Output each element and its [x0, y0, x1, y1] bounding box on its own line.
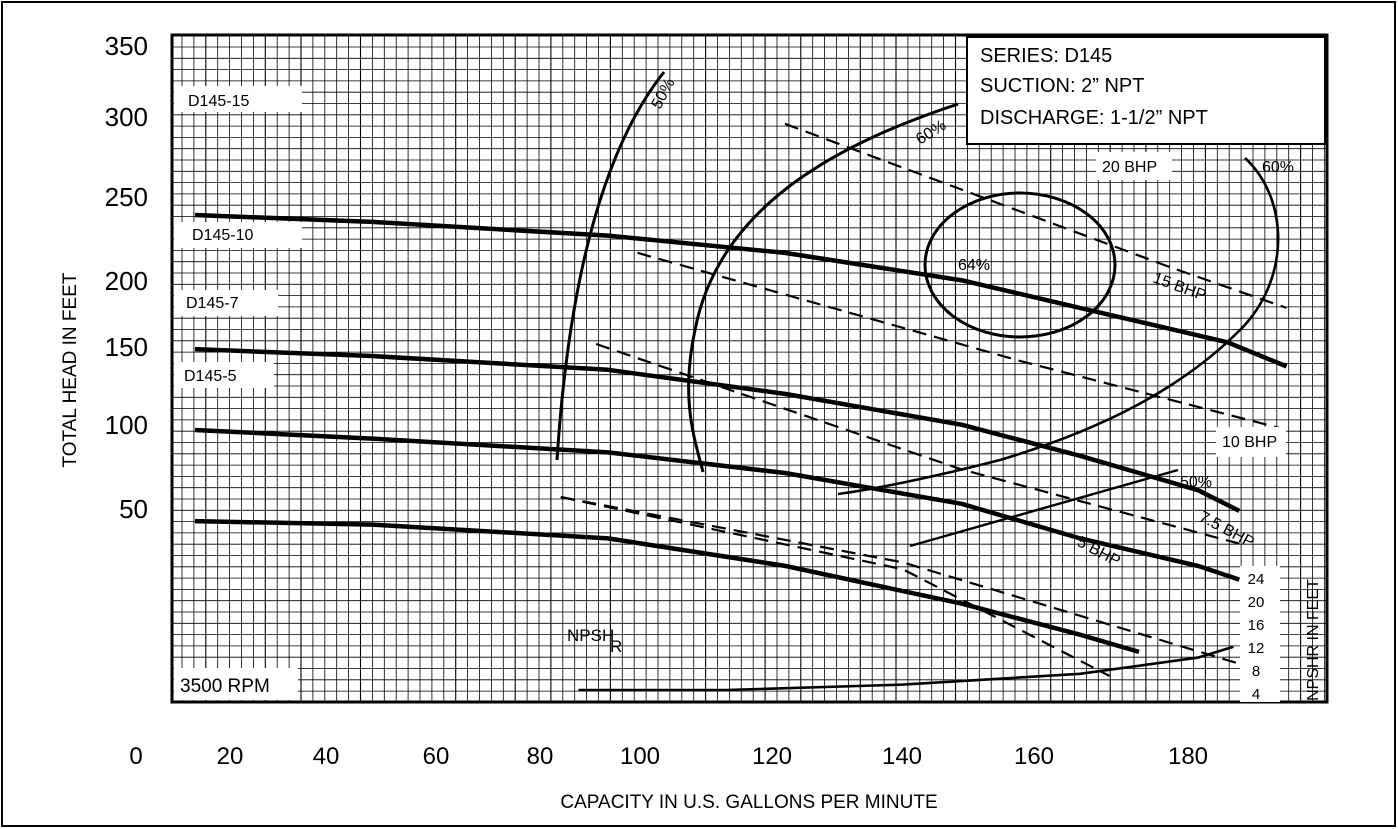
x-tick-label: 0: [129, 743, 142, 770]
x-tick-label: 20: [217, 743, 244, 770]
suction-label: SUCTION: 2” NPT: [980, 75, 1144, 97]
head-curve: [194, 518, 1140, 655]
x-tick-label: 140: [882, 743, 922, 770]
curve-label: D145-10: [192, 227, 253, 244]
curve-label: D145-5: [184, 368, 237, 385]
label-bg: [1096, 152, 1172, 180]
rpm-box: [174, 668, 298, 700]
efficiency-curve-64: [923, 191, 1117, 339]
x-tick-label: 60: [423, 743, 450, 770]
rpm-label: 3500 RPM: [180, 676, 270, 697]
curve-label: 10 BHP: [1222, 434, 1277, 451]
head-curves: [194, 212, 1288, 655]
efficiency-curve-50-right: [909, 468, 1179, 548]
npsh-tick-label: 12: [1248, 640, 1265, 657]
efficiency-curve-50-left: [555, 71, 666, 461]
series-label: SERIES: D145: [980, 45, 1112, 67]
npsh-tick-label: 24: [1248, 571, 1265, 588]
curve-label: 64%: [958, 257, 990, 274]
npsh-tick-label: 16: [1248, 617, 1265, 634]
x-tick-label: 160: [1014, 743, 1054, 770]
y-tick-label: 300: [105, 102, 148, 132]
npsh-subscript: R: [610, 637, 622, 656]
plot-grid: [172, 35, 1327, 702]
curve-label: D145-15: [188, 93, 249, 110]
y-tick-labels: 350 300 250 200 150 100 50: [105, 31, 148, 524]
x-tick-label: 80: [527, 743, 554, 770]
npsh-tick-box: [1240, 566, 1280, 702]
y-tick-label: 150: [105, 332, 148, 362]
y-tick-label: 350: [105, 31, 148, 61]
x-tick-labels: 0 20 40 60 80 100 120 140 160 180: [129, 743, 1208, 770]
x-tick-label: 120: [752, 743, 792, 770]
discharge-label: DISCHARGE: 1-1/2” NPT: [980, 107, 1208, 129]
curve-label: 50%: [1180, 474, 1212, 491]
npsh-tick-label: 4: [1252, 686, 1260, 703]
head-curve: [194, 427, 1241, 582]
efficiency-curve-60-right: [837, 157, 1280, 496]
plot-area-border: [170, 33, 1329, 704]
npsh-axis-label: NPSHR IN FEET: [1305, 579, 1322, 701]
curve-label: 20 BHP: [1102, 159, 1157, 176]
efficiency-curve-60-left: [687, 102, 959, 473]
y-tick-label: 100: [105, 410, 148, 440]
bhp-line: [560, 496, 1111, 677]
x-tick-label: 100: [620, 743, 660, 770]
label-bg: [174, 86, 302, 112]
bhp-line: [560, 495, 1258, 671]
efficiency-curves: [555, 71, 1280, 548]
npsh-tick-label: 20: [1248, 594, 1265, 611]
x-axis-label: CAPACITY IN U.S. GALLONS PER MINUTE: [560, 792, 937, 813]
npsh-curve-group: [578, 645, 1234, 692]
head-curve: [194, 212, 1288, 369]
curve-label: D145-7: [186, 295, 239, 312]
curve-label: 60%: [1262, 159, 1294, 176]
label-bg: [174, 222, 302, 248]
bhp-line: [784, 122, 1287, 309]
x-tick-label: 180: [1168, 743, 1208, 770]
y-tick-label: 200: [105, 266, 148, 296]
y-tick-label: 50: [119, 494, 148, 524]
label-bg: [1216, 427, 1286, 457]
npsh-tick-labels: 24 20 16 12 8 4: [1240, 566, 1280, 703]
label-bg: [174, 362, 274, 388]
npsh-curve: [578, 645, 1234, 692]
bhp-line: [637, 251, 1281, 430]
curve-label: NPSH: [567, 626, 614, 645]
label-bg: [174, 290, 278, 316]
head-curve: [194, 346, 1241, 513]
y-axis-label: TOTAL HEAD IN FEET: [60, 272, 81, 467]
y-tick-label: 250: [105, 182, 148, 212]
info-box: [966, 36, 1326, 145]
npsh-tick-label: 8: [1252, 663, 1260, 680]
x-tick-label: 40: [313, 743, 340, 770]
